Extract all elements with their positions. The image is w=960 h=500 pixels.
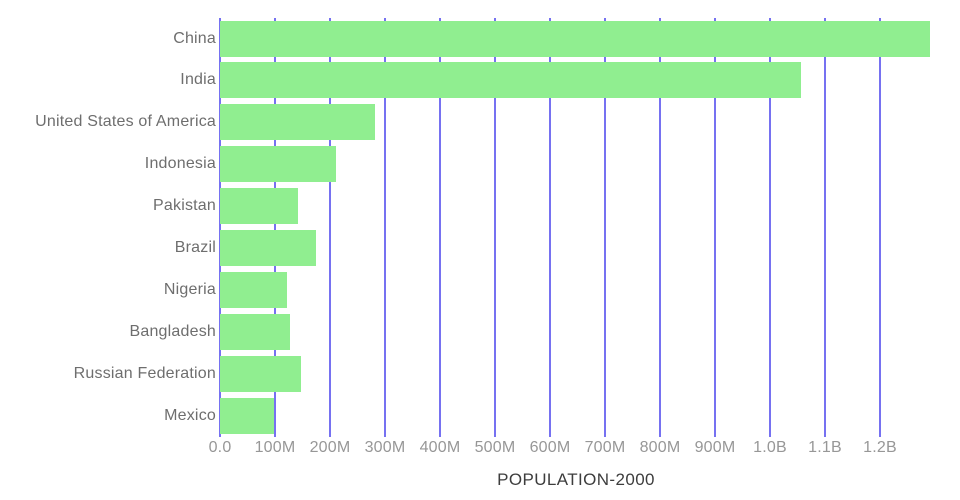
x-tick-label: 600M <box>529 439 571 456</box>
gridline <box>219 18 221 437</box>
bar <box>220 62 802 99</box>
gridline <box>439 18 441 437</box>
x-tick-label: 500M <box>474 439 516 456</box>
category-label: Bangladesh <box>129 322 216 340</box>
category-label: Indonesia <box>144 155 216 173</box>
gridline <box>604 18 606 437</box>
bar <box>220 271 288 308</box>
bar <box>220 313 291 350</box>
plot-area <box>219 18 932 437</box>
x-axis-tick-labels: 0.0 100M 200M 300M 400M 500M 600M 700M 800M 900M 1… <box>209 437 932 457</box>
bar <box>220 230 317 266</box>
category-label: China <box>173 29 216 47</box>
gridline <box>549 18 551 437</box>
bar <box>220 355 301 392</box>
gridline <box>384 18 386 437</box>
x-tick-label: 200M <box>309 439 351 456</box>
gridline <box>659 18 661 437</box>
bar <box>220 188 299 225</box>
category-label: Mexico <box>164 406 216 424</box>
x-tick-label: 300M <box>364 439 406 456</box>
bar <box>220 146 337 183</box>
category-label: Russian Federation <box>73 364 216 382</box>
x-tick-label: 100M <box>254 439 296 456</box>
x-tick-label: 800M <box>639 439 681 456</box>
x-tick-label: 1.2B <box>863 439 897 456</box>
gridline <box>329 18 331 437</box>
gridline <box>879 18 881 437</box>
x-tick-label: 1.1B <box>808 439 842 456</box>
category-label: United States of America <box>35 113 216 131</box>
gridline <box>274 18 276 437</box>
x-tick-label: 700M <box>584 439 626 456</box>
x-tick-label: 400M <box>419 439 461 456</box>
category-label: India <box>180 71 216 89</box>
x-tick-label: 1.0B <box>753 439 787 456</box>
gridline <box>824 18 826 437</box>
bar <box>220 104 375 141</box>
category-label: Pakistan <box>153 197 216 215</box>
x-tick-label: 0.0 <box>208 439 232 456</box>
x-axis-title: POPULATION-2000 <box>497 470 655 489</box>
y-axis-category-labels: China India United States of America Indone… <box>0 18 216 437</box>
gridline <box>769 18 771 437</box>
bar <box>220 397 275 434</box>
gridline <box>714 18 716 437</box>
gridline <box>494 18 496 437</box>
category-label: Brazil <box>174 239 216 256</box>
bar <box>220 20 930 57</box>
category-label: Nigeria <box>163 280 216 298</box>
x-tick-label: 900M <box>694 439 736 456</box>
